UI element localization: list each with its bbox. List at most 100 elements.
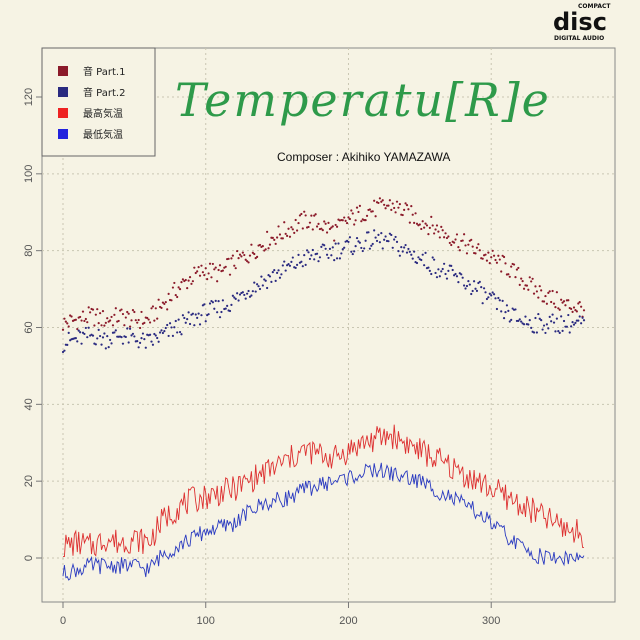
- x-tick-label: 300: [482, 615, 500, 627]
- legend-label-min-temp: 最低気温: [83, 128, 123, 141]
- data-point: [448, 241, 451, 245]
- data-point: [315, 225, 319, 228]
- data-point: [307, 251, 310, 254]
- data-point: [500, 270, 503, 273]
- data-point: [224, 265, 227, 268]
- data-point: [364, 239, 367, 242]
- data-point: [258, 243, 262, 247]
- data-point: [216, 280, 219, 283]
- data-point: [500, 310, 503, 313]
- data-point: [443, 262, 446, 265]
- data-point: [168, 322, 172, 325]
- data-point: [66, 343, 69, 346]
- data-point: [244, 258, 247, 261]
- data-point: [290, 226, 293, 229]
- data-point: [471, 289, 474, 293]
- data-point: [188, 276, 192, 279]
- data-point: [522, 323, 526, 326]
- y-tick-label: 40: [23, 398, 35, 410]
- data-point: [490, 256, 493, 259]
- data-point: [74, 318, 77, 321]
- data-point: [468, 283, 471, 286]
- data-point: [211, 301, 214, 304]
- data-point: [191, 280, 194, 283]
- data-point: [567, 299, 570, 302]
- legend-swatch-min-temp: [58, 129, 68, 139]
- logo-main-text: disc: [553, 8, 607, 36]
- data-point: [290, 260, 293, 263]
- data-point: [572, 306, 576, 309]
- data-point: [218, 264, 222, 267]
- data-point: [297, 221, 300, 225]
- data-point: [328, 227, 332, 231]
- data-point: [545, 323, 548, 326]
- data-point: [532, 292, 536, 295]
- data-point: [451, 268, 454, 272]
- data-point: [538, 285, 541, 288]
- chart-subtitle: Composer : Akihiko YAMAZAWA: [277, 150, 450, 164]
- data-point: [388, 232, 391, 235]
- data-point: [170, 299, 173, 302]
- data-point: [360, 246, 363, 250]
- data-point: [124, 335, 127, 339]
- data-point: [462, 284, 466, 287]
- data-point: [228, 309, 232, 313]
- data-point: [415, 261, 419, 265]
- data-point: [256, 255, 259, 258]
- data-point: [580, 322, 583, 325]
- data-point: [577, 302, 580, 305]
- data-point: [438, 236, 441, 239]
- data-point: [397, 250, 400, 253]
- data-point: [333, 259, 336, 262]
- y-tick-label: 60: [23, 321, 35, 333]
- data-point: [251, 290, 254, 293]
- data-point: [124, 316, 127, 319]
- data-point: [84, 317, 87, 321]
- data-point: [555, 291, 558, 294]
- data-point: [224, 307, 227, 310]
- data-point: [504, 311, 507, 314]
- data-point: [380, 232, 383, 235]
- data-point: [283, 221, 286, 224]
- data-point: [288, 264, 292, 267]
- data-point: [123, 324, 126, 327]
- data-point: [508, 320, 511, 323]
- data-point: [101, 336, 105, 339]
- data-point: [317, 260, 320, 263]
- data-point: [453, 274, 456, 277]
- data-point: [408, 221, 411, 224]
- data-point: [297, 253, 300, 256]
- legend-swatch-part1: [58, 66, 68, 76]
- data-point: [231, 254, 234, 257]
- data-point: [441, 267, 444, 271]
- data-point: [340, 252, 343, 255]
- data-point: [156, 336, 159, 340]
- data-point: [520, 277, 523, 280]
- data-point: [387, 240, 390, 243]
- data-point: [67, 331, 70, 334]
- data-point: [344, 219, 347, 222]
- series-line: [63, 424, 585, 558]
- data-point: [410, 253, 413, 256]
- data-point: [558, 308, 561, 311]
- data-point: [415, 222, 419, 225]
- data-point: [99, 312, 102, 315]
- data-point: [107, 346, 110, 349]
- y-tick-label: 0: [23, 555, 35, 561]
- data-point: [334, 223, 337, 227]
- data-point: [497, 296, 500, 300]
- data-point: [404, 243, 407, 247]
- data-point: [233, 264, 236, 267]
- data-point: [141, 332, 145, 335]
- data-point: [260, 275, 263, 278]
- data-point: [510, 265, 513, 268]
- data-point: [111, 324, 115, 327]
- data-point: [81, 310, 85, 313]
- data-point: [320, 227, 323, 230]
- data-point: [431, 256, 434, 259]
- data-point: [278, 233, 282, 236]
- data-point: [405, 251, 409, 254]
- data-point: [194, 271, 197, 275]
- data-point: [91, 334, 95, 337]
- data-point: [167, 334, 170, 338]
